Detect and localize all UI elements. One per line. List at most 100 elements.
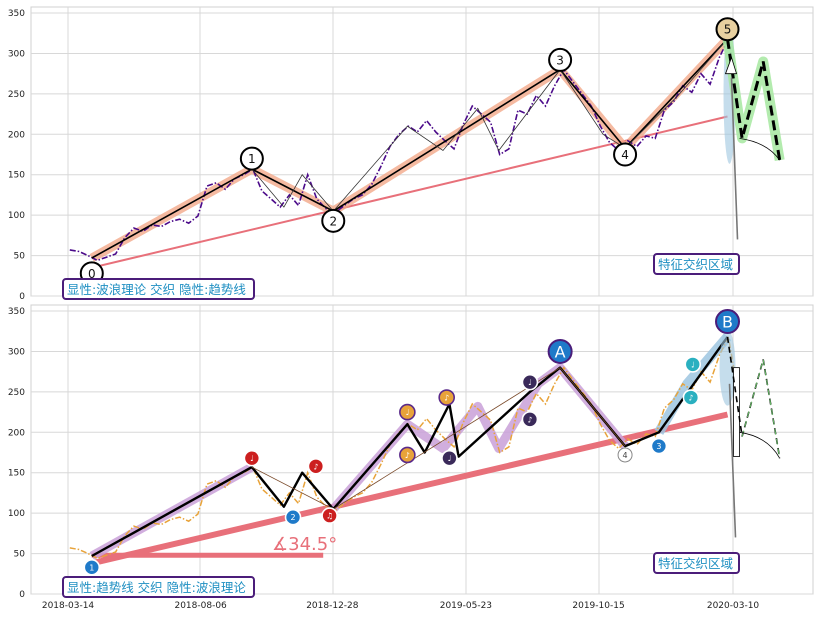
bottom-wave-lines: [91, 336, 729, 558]
top-projection-arrowhead: [724, 56, 738, 75]
bottom-projection: [719, 329, 781, 538]
top-zone-box: 特征交织区域: [653, 253, 740, 275]
wave-marker-A: [547, 338, 573, 364]
wave-marker-label-5: 5: [724, 23, 732, 37]
x-tick-label: 2019-05-23: [440, 601, 492, 611]
note-marker-label: 2: [290, 513, 295, 522]
top-projection-line: [726, 38, 782, 161]
bottom-y-tick: 100: [8, 509, 25, 519]
wave-marker-label-B: B: [722, 313, 733, 332]
bottom-y-tick: 0: [19, 590, 25, 600]
note-marker: [321, 507, 338, 524]
bottom-projection-needle: [728, 383, 737, 538]
wave-marker-4: [617, 447, 633, 463]
top-projection-needle: [730, 77, 739, 240]
x-tick-label: 2018-03-14: [42, 601, 95, 611]
wave-marker-1: [239, 146, 264, 171]
note-marker-label: ♩: [405, 408, 409, 417]
wave-marker-label-A: A: [555, 342, 566, 361]
note-marker-label: ♪: [313, 462, 318, 471]
wave-marker-label-0: 0: [88, 267, 96, 281]
note-marker-label: ♩: [528, 378, 532, 387]
top-y-tick: 50: [14, 252, 26, 262]
top-panel: 0 50 100 150 200 250 300 350 0 1 2 3 4 5 显性:波浪理论 交织 …: [8, 6, 814, 302]
wave-marker-label-2: 2: [329, 214, 337, 228]
bottom-y-tick: 200: [8, 428, 25, 438]
note-marker: [521, 411, 539, 428]
note-marker: [438, 389, 455, 406]
wave-marker-label-4: 4: [621, 148, 629, 162]
note-marker-label: ♪: [405, 451, 410, 460]
note-marker: [399, 446, 416, 464]
note-marker-label: ♩: [448, 454, 452, 463]
top-zone-text: 特征交织区域: [658, 257, 733, 272]
bottom-zone-box: 特征交织区域: [653, 552, 740, 574]
top-y-tick: 250: [8, 90, 25, 100]
top-legend-box: 显性:波浪理论 交织 隐性:趋势线: [62, 278, 255, 300]
top-projection-curve: [739, 137, 780, 161]
note-marker: [684, 356, 702, 373]
top-wave-markers: 0 1 2 3 4 5: [79, 17, 740, 286]
wave-marker-3: [548, 47, 573, 72]
bottom-x-tick-labels: 2018-03-14 2018-08-06 2018-12-28 2019-05-23…: [42, 601, 760, 611]
note-marker: [682, 389, 700, 406]
angle-label: ∡34.5°: [272, 534, 337, 555]
top-y-tick: 100: [8, 211, 25, 221]
note-marker-label: ♩: [691, 360, 695, 369]
top-y-tick: 0: [19, 292, 25, 302]
x-tick-label: 2020-03-10: [707, 601, 760, 611]
wave-marker-label-3: 3: [556, 53, 564, 67]
wave-marker-B: [715, 309, 741, 335]
bottom-note-markers: 1 ♩ 2 ♪ ♫ ♩ ♪ ♪ ♩ ♩ ♪ 3 ♩ ♪ A B 4: [83, 309, 741, 576]
bottom-y-tick: 250: [8, 388, 25, 398]
note-marker: [243, 449, 261, 467]
bottom-legend-box: 显性:趋势线 交织 隐性:波浪理论: [62, 576, 255, 598]
wave-marker-label-4: 4: [623, 451, 628, 460]
top-wave-line: [91, 38, 729, 259]
top-y-tick: 200: [8, 130, 25, 140]
top-y-tick: 300: [8, 49, 25, 59]
wave-marker-4: [613, 142, 638, 167]
bottom-subwave-line: [251, 367, 626, 510]
note-marker-label: 1: [89, 563, 94, 572]
bottom-y-tick: 150: [8, 469, 25, 479]
note-marker: [521, 373, 539, 391]
bottom-projection-line: [726, 336, 781, 459]
wave-marker-label-1: 1: [248, 152, 256, 166]
bottom-highlight-3: [654, 333, 732, 435]
bottom-y-tick: 300: [8, 347, 25, 357]
note-marker: [307, 457, 325, 475]
x-tick-label: 2018-08-06: [174, 601, 227, 611]
wave-marker-2: [321, 208, 346, 233]
bottom-zone-text: 特征交织区域: [658, 556, 733, 571]
wave-marker-5: [715, 17, 740, 42]
x-tick-label: 2018-12-28: [306, 601, 359, 611]
note-marker-label: ♪: [527, 415, 532, 424]
bottom-y-tick-labels: 0 50 100 150 200 250 300 350: [8, 307, 25, 600]
top-y-tick: 150: [8, 171, 25, 181]
note-marker: [83, 559, 101, 576]
note-marker-label: 3: [656, 442, 661, 451]
bottom-y-tick: 50: [14, 550, 26, 560]
top-y-tick: 350: [8, 9, 25, 19]
top-projection: [722, 23, 785, 240]
top-legend-text: 显性:波浪理论 交织 隐性:趋势线: [67, 282, 246, 297]
bottom-legend-text: 显性:趋势线 交织 隐性:波浪理论: [67, 580, 246, 595]
bottom-projection-curve: [739, 431, 781, 459]
note-marker: [399, 403, 416, 421]
x-tick-label: 2019-10-15: [572, 601, 624, 611]
note-marker-label: ♩: [250, 454, 254, 463]
note-marker-label: ♫: [326, 512, 333, 521]
note-marker-label: ♪: [444, 394, 449, 403]
bottom-panel: 0 50 100 150 200 250 300 350 2018-03-14 2018-08-…: [8, 304, 814, 611]
note-marker: [650, 437, 668, 455]
note-marker: [441, 449, 458, 467]
bottom-y-tick: 350: [8, 307, 25, 317]
bottom-zone-ellipse: [719, 329, 736, 406]
top-y-tick-labels: 0 50 100 150 200 250 300 350: [8, 9, 25, 302]
note-marker: [284, 508, 302, 526]
bottom-zone-bar: [733, 367, 740, 457]
note-marker-label: ♪: [688, 394, 693, 403]
bottom-gridlines: [31, 305, 813, 595]
